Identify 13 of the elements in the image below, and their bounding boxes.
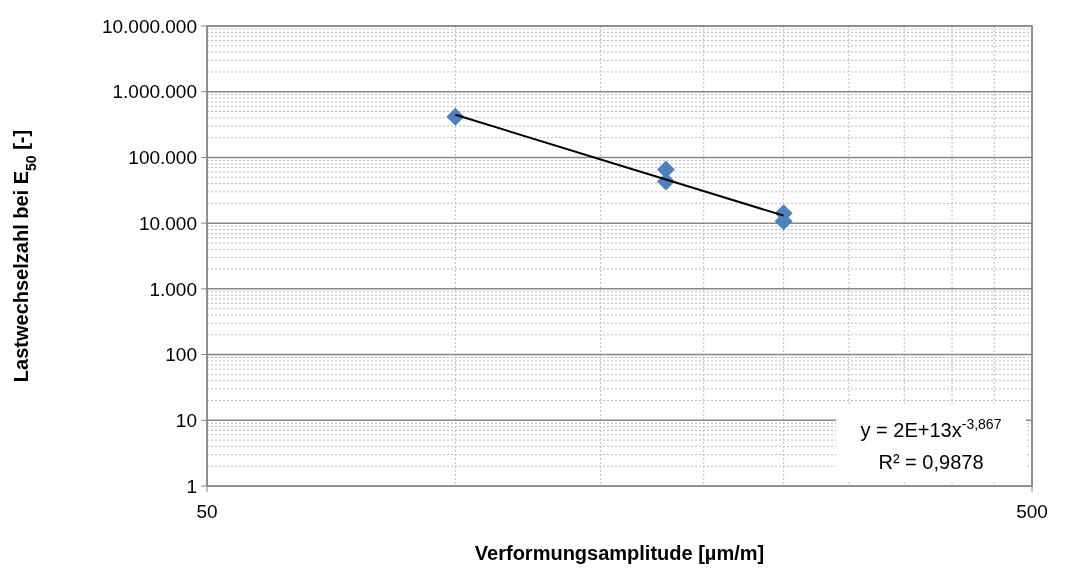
- y-tick-label: 100.000: [128, 147, 197, 169]
- y-tick-label: 1.000: [149, 278, 197, 300]
- annotation: R² = 0,9878: [878, 451, 984, 473]
- y-tick-label: 100: [165, 344, 197, 366]
- x-axis-title: Verformungsamplitude [µm/m]: [474, 542, 765, 564]
- y-tick-label: 10: [175, 409, 197, 431]
- y-tick-label: 10.000.000: [101, 15, 197, 37]
- annotation: y = 2E+13x$^{-3,867}$: [860, 416, 1002, 441]
- x-tick-label: 500: [1016, 501, 1048, 522]
- y-tick-label: 10.000: [138, 212, 197, 234]
- y-tick-label: 1.000.000: [112, 81, 197, 103]
- y-tick-label: 1: [186, 475, 197, 497]
- x-tick-label: 50: [196, 501, 218, 522]
